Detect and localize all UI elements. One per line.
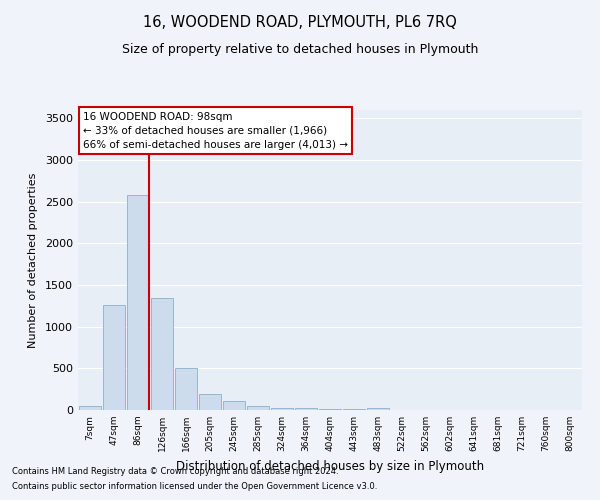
Text: 16 WOODEND ROAD: 98sqm
← 33% of detached houses are smaller (1,966)
66% of semi-: 16 WOODEND ROAD: 98sqm ← 33% of detached… [83,112,348,150]
Bar [127,196,149,410]
Bar [79,406,101,410]
X-axis label: Distribution of detached houses by size in Plymouth: Distribution of detached houses by size … [176,460,484,472]
Bar [343,409,365,410]
Bar [151,298,173,410]
Bar [367,408,389,410]
Text: 16, WOODEND ROAD, PLYMOUTH, PL6 7RQ: 16, WOODEND ROAD, PLYMOUTH, PL6 7RQ [143,15,457,30]
Y-axis label: Number of detached properties: Number of detached properties [28,172,38,348]
Bar [295,408,317,410]
Text: Contains HM Land Registry data © Crown copyright and database right 2024.: Contains HM Land Registry data © Crown c… [12,467,338,476]
Text: Contains public sector information licensed under the Open Government Licence v3: Contains public sector information licen… [12,482,377,491]
Bar [247,406,269,410]
Bar [223,401,245,410]
Bar [319,409,341,410]
Bar [103,304,125,410]
Bar [271,408,293,410]
Bar [175,368,197,410]
Bar [199,394,221,410]
Text: Size of property relative to detached houses in Plymouth: Size of property relative to detached ho… [122,42,478,56]
